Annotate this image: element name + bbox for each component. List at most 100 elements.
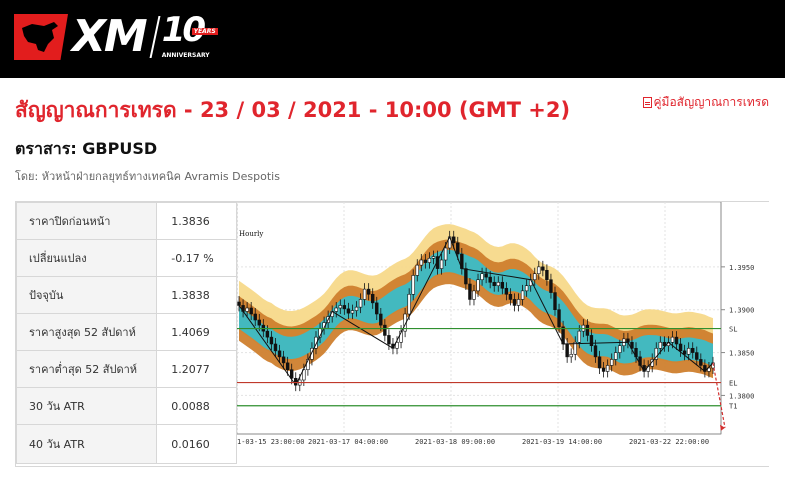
candle: [492, 281, 496, 287]
table-row: ราคาต่ำสุด 52 สัปดาห์ 1.2077: [15, 350, 237, 388]
logo-divider: [149, 16, 161, 58]
xm-logo[interactable]: XM 10 YEARS ANNIVERSARY: [14, 10, 220, 62]
candle: [577, 330, 581, 343]
candle: [399, 330, 403, 343]
candle: [257, 319, 261, 326]
candle: [265, 330, 270, 338]
candle: [707, 367, 711, 372]
candle: [281, 356, 286, 364]
candle: [366, 288, 371, 295]
candle: [411, 275, 415, 295]
candle: [658, 341, 663, 349]
candle: [472, 290, 476, 300]
candle: [253, 313, 257, 321]
candle: [545, 269, 549, 281]
stat-value: 0.0088: [156, 387, 237, 425]
stat-value: 0.0160: [156, 424, 237, 464]
candle: [443, 247, 448, 261]
stat-label: 30 วัน ATR: [15, 387, 158, 425]
candle: [423, 259, 428, 263]
candle: [383, 324, 387, 336]
stat-label: ราคาสูงสุด 52 สัปดาห์: [15, 313, 158, 351]
candle: [533, 273, 537, 281]
candle: [338, 305, 342, 309]
candle: [310, 347, 314, 360]
candle: [662, 341, 667, 347]
candle: [691, 347, 695, 353]
table-row: ราคาปิดก่อนหน้า 1.3836: [15, 202, 237, 240]
candle: [504, 287, 509, 295]
y-tick-label: 1.3950: [729, 264, 754, 272]
candle: [541, 266, 545, 271]
candle: [334, 307, 338, 312]
candle: [358, 299, 363, 308]
candle: [452, 236, 456, 244]
candle: [371, 293, 375, 304]
candle: [573, 341, 577, 355]
table-row: เปลี่ยนแปลง -0.17 %: [15, 239, 237, 277]
anniversary-badge: 10 YEARS ANNIVERSARY: [161, 10, 220, 60]
candle: [569, 353, 573, 358]
table-row: ปัจจุบัน 1.3838: [15, 276, 237, 314]
x-tick-label: 2021-03-19 14:00:00: [522, 438, 602, 446]
zigzag-line: [238, 235, 714, 387]
candle: [670, 336, 675, 343]
candle: [614, 352, 618, 360]
candle: [427, 257, 432, 263]
candle: [285, 362, 290, 371]
anniversary-label: ANNIVERSARY: [161, 52, 210, 59]
stat-value: 1.2077: [156, 350, 237, 388]
candle: [610, 359, 614, 366]
chart-svg: 1-03-15 23:00:00 2021-03-17 04:00:00 2021-…: [237, 202, 754, 446]
table-row: 40 วัน ATR 0.0160: [15, 424, 237, 464]
candle: [496, 281, 500, 287]
level-label-sl: SL: [729, 326, 737, 334]
period-label: Hourly: [239, 230, 263, 238]
logo-text: XM: [72, 11, 148, 62]
candle: [686, 347, 691, 355]
anniversary-years: YEARS: [191, 28, 218, 35]
candle: [407, 293, 411, 315]
candle: [431, 256, 436, 259]
stat-value: -0.17 %: [156, 239, 237, 277]
signal-guide-link[interactable]: คู่มือสัญญาณการเทรด: [642, 93, 770, 112]
candle: [512, 299, 517, 306]
x-tick-label: 2021-03-22 22:00:00: [629, 438, 709, 446]
candle: [557, 309, 561, 328]
table-row: 30 วัน ATR 0.0088: [15, 387, 237, 425]
top-bar: XM 10 YEARS ANNIVERSARY: [0, 0, 785, 78]
candle: [601, 367, 606, 372]
candle: [654, 347, 658, 360]
stat-label: ปัจจุบัน: [15, 276, 158, 314]
candle: [516, 299, 521, 306]
candle: [245, 307, 249, 312]
signal-panel: ราคาปิดก่อนหน้า 1.3836 เปลี่ยนแปลง -0.17 %…: [15, 201, 769, 467]
candle: [520, 290, 525, 300]
level-label-el: EL: [729, 380, 737, 388]
candle: [593, 345, 598, 358]
table-row: ราคาสูงสุด 52 สัปดาห์ 1.4069: [15, 313, 237, 351]
forecast-arrow: [712, 362, 726, 428]
candle: [605, 365, 610, 372]
candle: [273, 343, 278, 352]
candle: [476, 279, 480, 292]
stat-label: ราคาต่ำสุด 52 สัปดาห์: [15, 350, 158, 388]
candle: [415, 264, 419, 276]
candle: [237, 301, 241, 306]
bull-icon: [14, 14, 68, 60]
price-chart[interactable]: 1-03-15 23:00:00 2021-03-17 04:00:00 2021-…: [237, 202, 769, 466]
candle: [630, 341, 634, 349]
candle: [537, 266, 541, 275]
candle: [549, 279, 553, 293]
candle: [488, 276, 492, 283]
candle: [508, 293, 513, 300]
y-tick-label: 1.3900: [729, 307, 754, 315]
candle: [626, 338, 630, 343]
candle: [468, 283, 472, 300]
signal-guide-label: คู่มือสัญญาณการเทรด: [653, 95, 770, 109]
candle: [699, 359, 703, 366]
candle: [439, 259, 444, 269]
candle: [695, 352, 699, 360]
stat-label: เปลี่ยนแปลง: [15, 239, 158, 277]
stat-label: ราคาปิดก่อนหน้า: [15, 202, 158, 240]
